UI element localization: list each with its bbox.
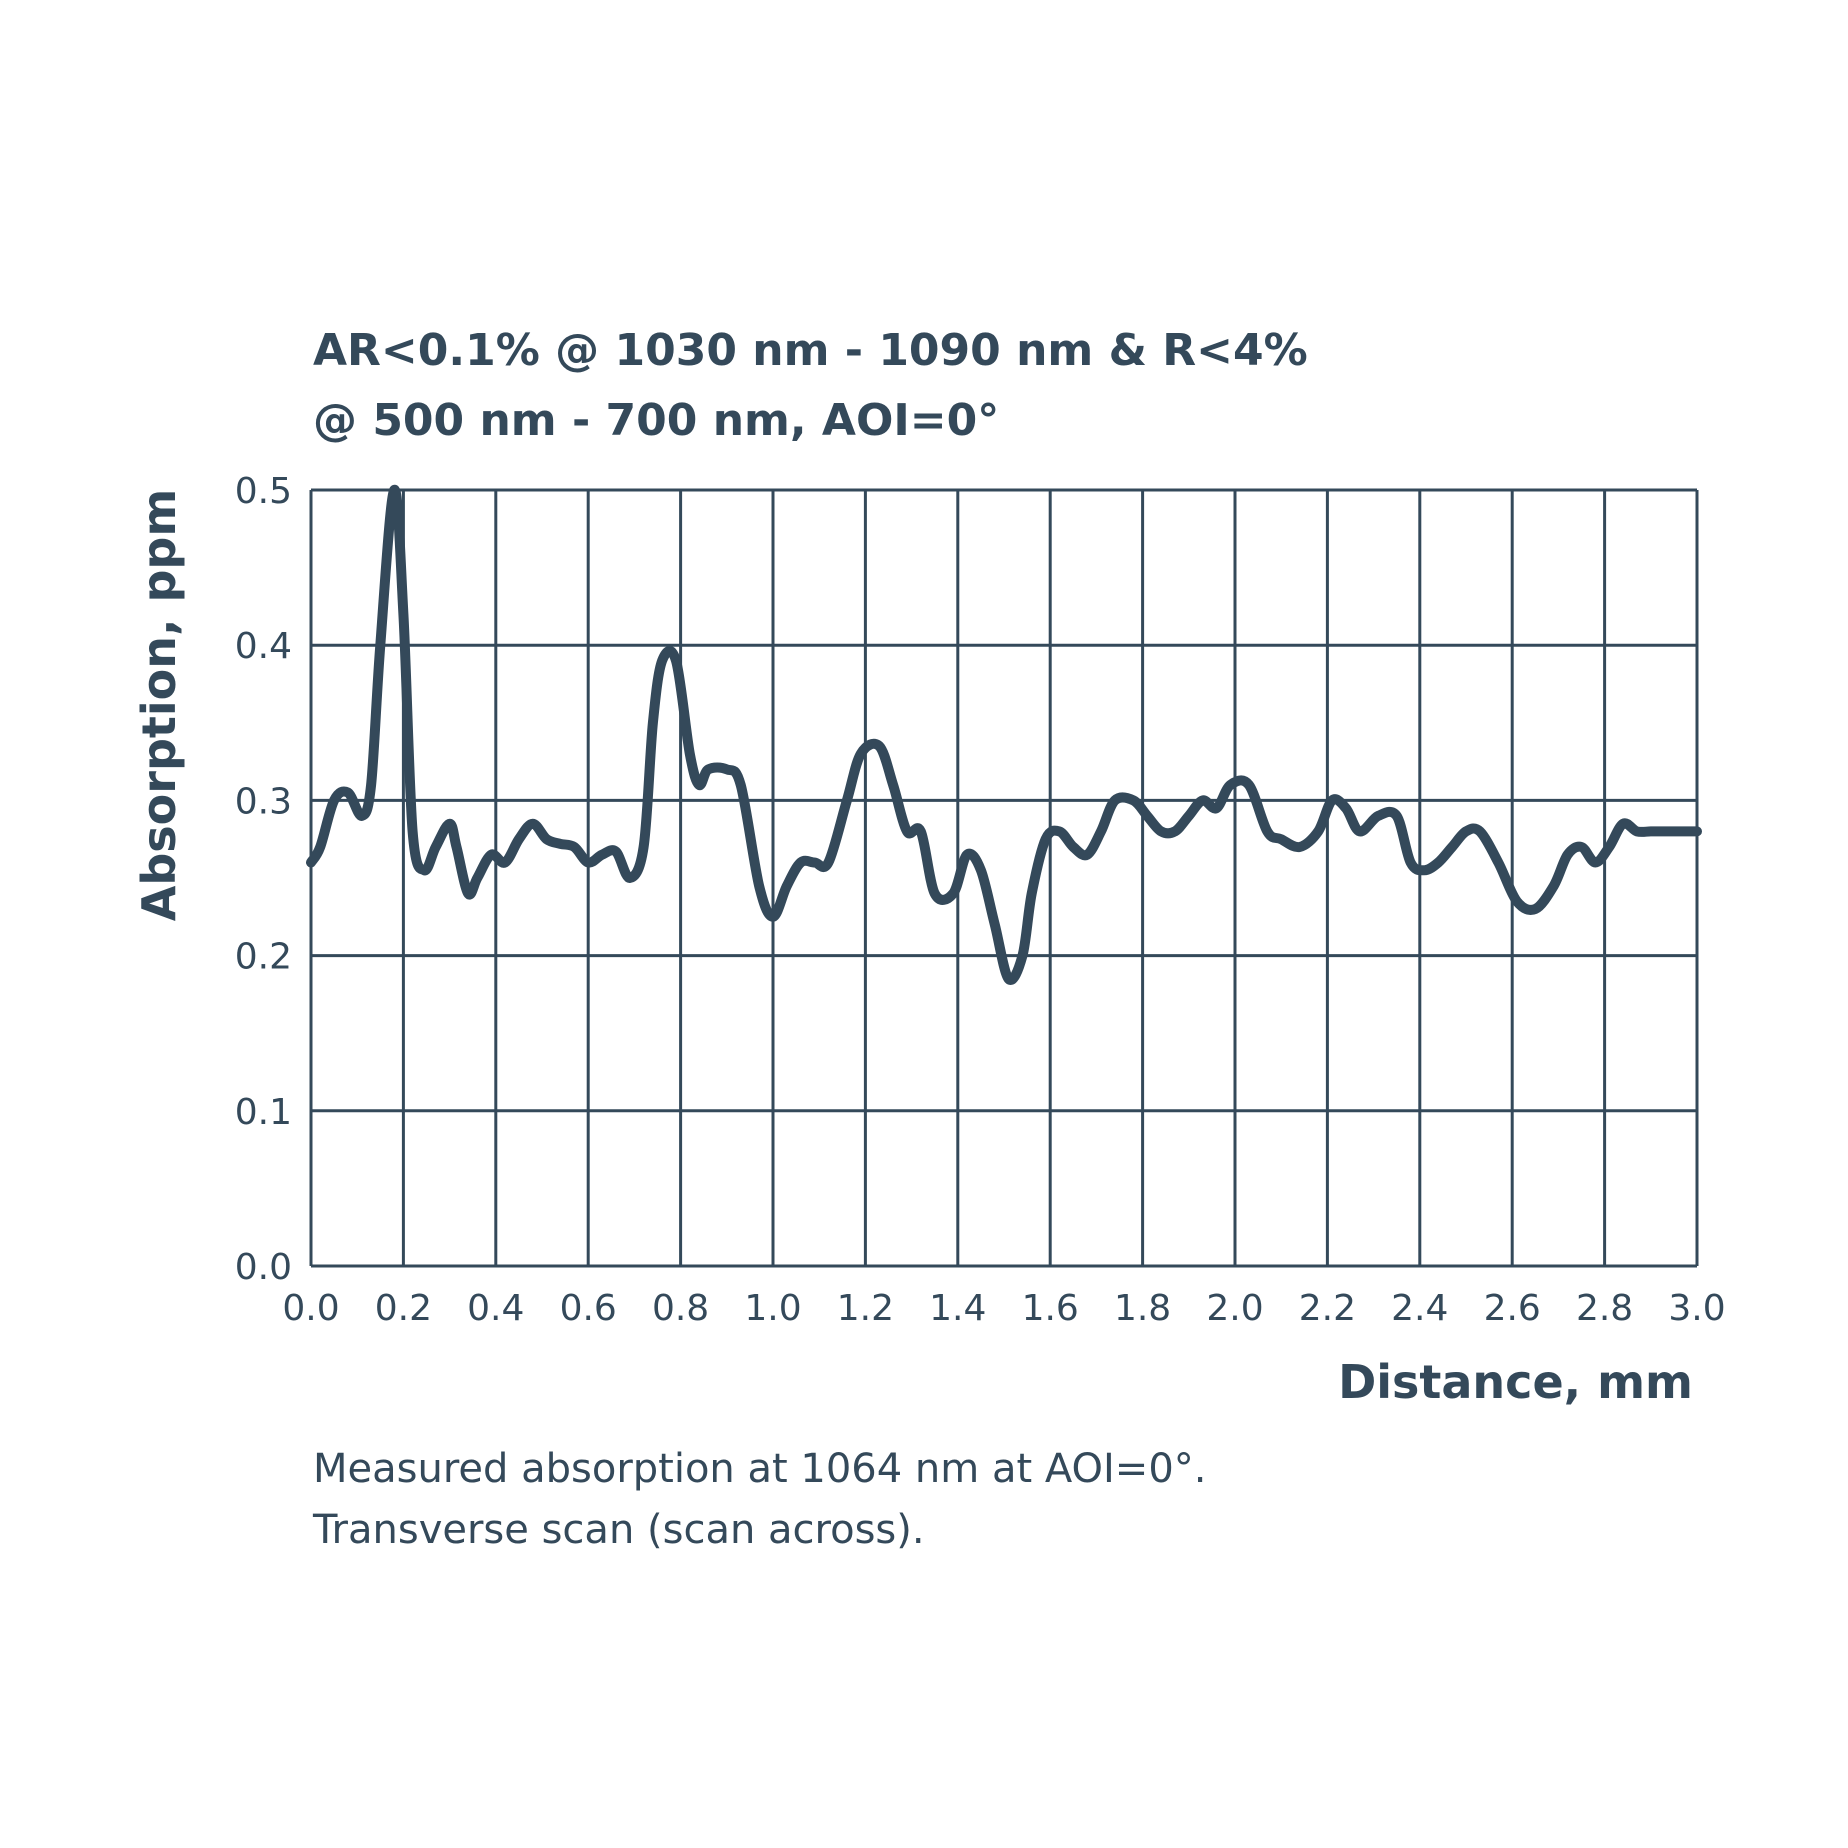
y-tick-label: 0.5 [235,471,292,512]
x-axis-label: Distance, mm [1338,1355,1693,1409]
x-tick-label: 1.0 [744,1288,801,1329]
x-tick-label: 1.8 [1114,1288,1171,1329]
chart-title-line-2: @ 500 nm - 700 nm, AOI=0° [313,395,999,446]
x-tick-label: 2.4 [1391,1288,1448,1329]
series-layer [306,484,1702,985]
x-tick-label: 0.6 [560,1288,617,1329]
x-tick-label: 2.0 [1206,1288,1263,1329]
x-tick-label: 0.2 [375,1288,432,1329]
x-tick-label: 3.0 [1668,1288,1725,1329]
x-tick-label: 1.4 [929,1288,986,1329]
y-tick-label: 0.3 [235,781,292,822]
series-line-0 [306,484,1702,985]
y-axis-label: Absorption, ppm [132,489,186,922]
y-tick-label: 0.0 [235,1247,292,1288]
x-tick-labels: 0.0 0.2 0.4 0.6 0.8 1.0 1.2 1.4 1.6 1.8 2.0 2.2 2.4 2… [282,1288,1725,1329]
chart-title-line-1: AR<0.1% @ 1030 nm - 1090 nm & R<4% [313,325,1308,376]
caption-line-2: Transverse scan (scan across). [312,1507,925,1553]
y-tick-label: 0.2 [235,937,292,978]
y-tick-label: 0.1 [235,1092,292,1133]
y-tick-labels: 0.0 0.1 0.2 0.3 0.4 0.5 [235,471,292,1288]
grid [309,488,1699,1268]
caption-line-1: Measured absorption at 1064 nm at AOI=0°… [313,1446,1206,1492]
x-tick-label: 0.0 [282,1288,339,1329]
x-tick-label: 1.6 [1022,1288,1079,1329]
x-tick-label: 2.8 [1576,1288,1633,1329]
y-tick-label: 0.4 [235,626,292,667]
x-tick-label: 0.8 [652,1288,709,1329]
x-tick-label: 2.6 [1484,1288,1541,1329]
x-tick-label: 0.4 [467,1288,524,1329]
x-tick-label: 1.2 [837,1288,894,1329]
x-tick-label: 2.2 [1299,1288,1356,1329]
